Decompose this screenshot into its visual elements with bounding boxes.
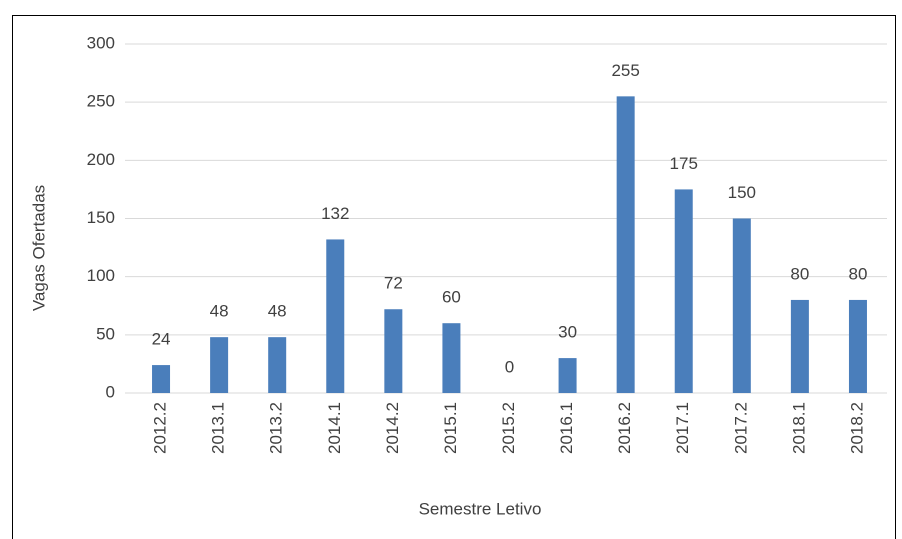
bar bbox=[442, 323, 461, 393]
y-tick-label: 200 bbox=[87, 150, 115, 169]
x-tick-label: 2015.1 bbox=[441, 402, 460, 454]
bar bbox=[152, 365, 171, 393]
x-tick-label: 2013.2 bbox=[267, 402, 286, 454]
x-tick-label: 2017.2 bbox=[731, 402, 750, 454]
chart-border bbox=[12, 15, 896, 539]
data-label: 72 bbox=[384, 274, 403, 293]
y-tick-label: 150 bbox=[87, 208, 115, 227]
bar bbox=[558, 358, 577, 393]
x-tick-label: 2017.1 bbox=[673, 402, 692, 454]
data-label: 0 bbox=[505, 357, 514, 376]
bar bbox=[210, 337, 229, 393]
bar bbox=[790, 299, 809, 393]
bar bbox=[326, 239, 345, 393]
x-tick-label: 2018.2 bbox=[847, 402, 866, 454]
data-label: 80 bbox=[849, 264, 868, 283]
bar bbox=[384, 309, 403, 393]
y-axis-label: Vagas Ofertadas bbox=[29, 185, 48, 311]
bar bbox=[268, 337, 287, 393]
x-tick-label: 2014.2 bbox=[383, 402, 402, 454]
x-tick-label: 2016.1 bbox=[557, 402, 576, 454]
x-axis-label: Semestre Letivo bbox=[419, 499, 542, 518]
x-tick-label: 2012.2 bbox=[151, 402, 170, 454]
data-label: 255 bbox=[611, 61, 639, 80]
x-tick-label: 2015.2 bbox=[499, 402, 518, 454]
bar bbox=[848, 299, 867, 393]
bar bbox=[674, 189, 693, 393]
y-tick-label: 300 bbox=[87, 33, 115, 52]
data-label: 60 bbox=[442, 288, 461, 307]
data-label: 80 bbox=[790, 264, 809, 283]
x-tick-label: 2014.1 bbox=[325, 402, 344, 454]
bar bbox=[732, 218, 751, 393]
y-tick-label: 0 bbox=[106, 382, 115, 401]
data-label: 48 bbox=[210, 302, 229, 321]
data-label: 30 bbox=[558, 323, 577, 342]
y-tick-label: 50 bbox=[96, 324, 115, 343]
data-label: 24 bbox=[152, 330, 171, 349]
x-tick-label: 2013.1 bbox=[209, 402, 228, 454]
y-tick-label: 250 bbox=[87, 92, 115, 111]
data-label: 132 bbox=[321, 204, 349, 223]
x-tick-label: 2016.2 bbox=[615, 402, 634, 454]
x-tick-label: 2018.1 bbox=[789, 402, 808, 454]
data-label: 48 bbox=[268, 302, 287, 321]
data-label: 175 bbox=[670, 154, 698, 173]
y-tick-label: 100 bbox=[87, 266, 115, 285]
bar bbox=[616, 96, 635, 393]
data-label: 150 bbox=[728, 183, 756, 202]
